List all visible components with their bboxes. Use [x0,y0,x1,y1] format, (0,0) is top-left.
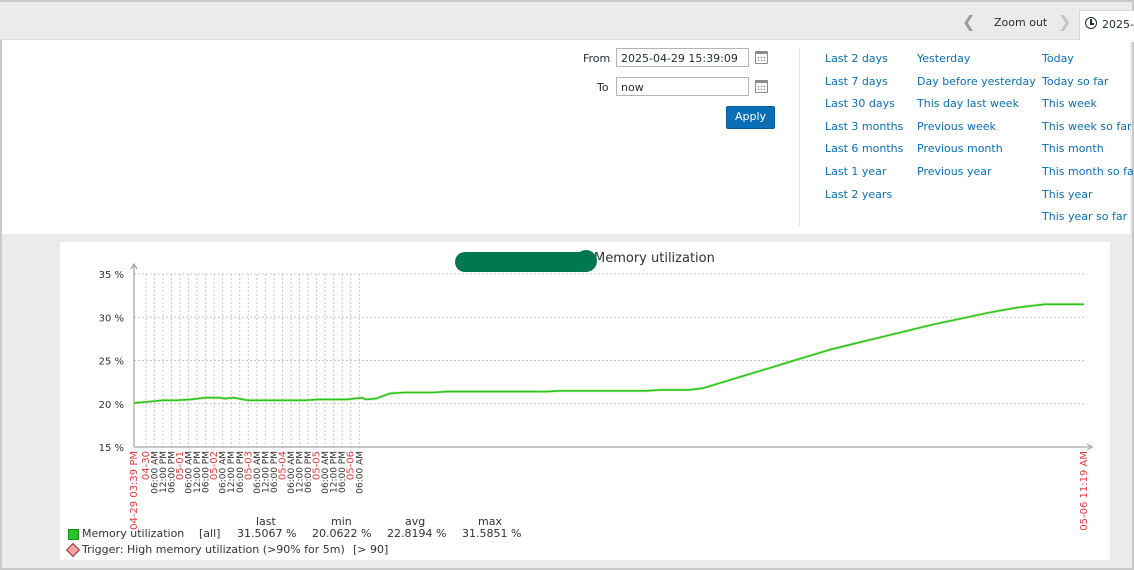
x-tick-label: 06:00 AM [253,451,263,494]
y-tick-label: 25 % [99,357,124,368]
graph-title: Memory utilization [594,251,715,266]
x-tick-label: 12:00 PM [193,451,203,493]
divider [799,48,800,226]
quick-range-link[interactable]: This year [1042,187,1093,201]
x-tick-label: 05-04 [277,451,288,480]
x-tick-label: 06:00 PM [202,451,212,493]
from-calendar-icon[interactable] [755,51,768,64]
series-color-swatch [68,529,79,540]
to-input[interactable]: now [616,77,749,96]
y-tick-label: 15 % [99,443,124,454]
quick-range-link[interactable]: Last 6 months [825,142,904,156]
y-tick-label: 20 % [99,400,124,411]
redacted-host-name [455,252,595,272]
x-tick-label: 06:00 PM [236,451,246,493]
zoom-out-button[interactable]: Zoom out [994,16,1048,29]
legend-value-avg: 22.8194 % [387,527,447,540]
quick-range-link[interactable]: This year so far [1042,210,1128,224]
x-tick-label: 06:00 PM [167,451,177,493]
x-end-label: 05-06 11:19 AM [1079,451,1090,531]
x-tick-label: 06:00 AM [355,451,365,494]
from-input[interactable]: 2025-04-29 15:39:09 [616,48,749,67]
quick-range-link[interactable]: This month so far [1042,165,1134,178]
quick-range-link[interactable]: Last 2 days [825,52,888,65]
from-label: From [583,52,611,65]
x-tick-label: 06:00 PM [338,451,348,493]
quick-range-link[interactable]: Previous year [917,165,992,178]
quick-range-link[interactable]: Previous month [917,142,1003,156]
y-tick-label: 35 % [99,270,124,281]
clock-icon [1085,17,1097,29]
quick-range-link[interactable]: Today [1042,52,1074,65]
to-label: To [597,81,609,94]
time-bar: ❮ Zoom out ❯ 2025-0 [0,2,1134,42]
graph-panel [60,242,1110,560]
legend-value-max: 31.5851 % [462,527,522,540]
x-tick-label: 05-05 [312,451,323,480]
quick-range-link[interactable]: Last 2 years [825,187,893,201]
x-tick-label: 05-02 [209,451,220,480]
x-tick-label: 05-01 [175,451,186,480]
x-tick-label: 06:00 PM [304,451,314,493]
x-tick-label: 12:00 PM [296,451,306,493]
time-period-tab-label: 2025-0 [1102,18,1134,31]
quick-range-link[interactable]: Previous week [917,119,996,133]
quick-range-link[interactable]: This week [1042,97,1097,111]
quick-range-link[interactable]: Today so far [1042,74,1109,88]
quick-range-link[interactable]: Last 3 months [825,119,904,133]
legend-value-last: 31.5067 % [237,527,297,540]
legend-trigger-threshold: [> 90] [353,543,389,556]
legend-header-min: min [331,515,352,528]
next-period-button[interactable]: ❯ [1058,12,1072,31]
quick-range-link[interactable]: This week so far [1042,119,1132,133]
legend-trigger: Trigger: High memory utilization (>90% f… [82,543,345,556]
legend-header-max: max [478,515,502,528]
legend-item-name: Memory utilization [82,527,185,540]
x-tick-label: 06:00 AM [150,451,160,494]
x-tick-label: 06:00 PM [270,451,280,493]
x-tick-label: 06:00 AM [287,451,297,494]
x-tick-label: 05-06 [346,451,357,480]
y-axis-arrow [130,263,138,270]
x-tick-label: 12:00 PM [227,451,237,493]
series-band [133,302,1084,405]
x-tick-label: 05-03 [243,451,254,480]
quick-range-link[interactable]: This month [1042,142,1104,156]
legend-header-last: last [256,515,276,528]
x-tick-label: 12:00 PM [330,451,340,493]
quick-range-link[interactable]: This day last week [917,97,1019,111]
apply-button[interactable]: Apply [726,106,775,129]
previous-period-button[interactable]: ❮ [962,12,976,31]
quick-range-link[interactable]: Last 30 days [825,97,895,111]
time-period-tab[interactable]: 2025-0 [1079,10,1134,42]
x-tick-label: 12:00 PM [261,451,271,493]
series-line [133,303,1084,404]
to-calendar-icon[interactable] [755,80,768,93]
x-tick-label: 12:00 PM [159,451,169,493]
time-filter-panel: From 2025-04-29 15:39:09 To now Apply La… [2,40,1134,234]
legend-header-avg: avg [405,515,426,528]
legend-value-min: 20.0622 % [312,527,372,540]
legend-item-function: [all] [199,527,221,540]
x-start-label: 04-29 03:39 PM [129,451,140,530]
quick-range-link[interactable]: Last 1 year [825,165,887,178]
y-tick-label: 30 % [99,313,124,324]
quick-range-link[interactable]: Last 7 days [825,74,888,88]
quick-range-link[interactable]: Yesterday [917,52,971,65]
x-axis-arrow [1086,443,1093,451]
x-tick-label: 06:00 AM [321,451,331,494]
x-tick-label: 04-30 [141,451,152,480]
quick-range-link[interactable]: Day before yesterday [917,74,1036,88]
x-tick-label: 06:00 AM [219,451,229,494]
x-tick-label: 06:00 AM [185,451,195,494]
redacted-host-name-end [575,250,597,272]
